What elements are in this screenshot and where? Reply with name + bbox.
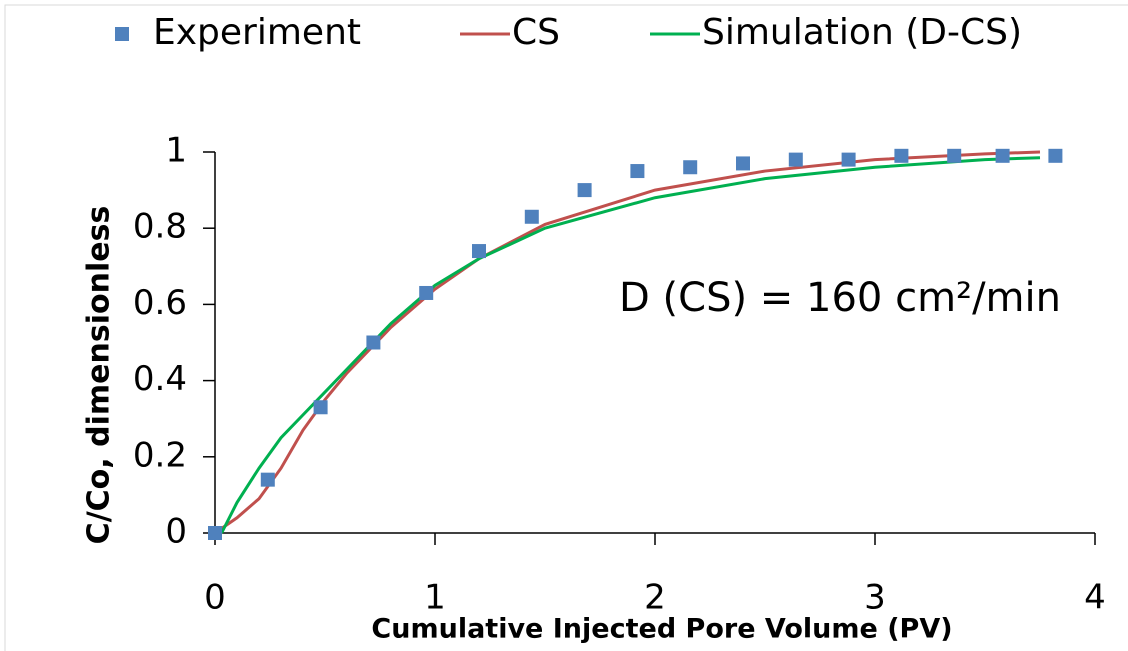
data-point <box>419 285 434 300</box>
legend-label: Experiment <box>153 12 361 53</box>
data-point <box>472 244 486 259</box>
data-point <box>366 335 381 350</box>
y-tick-label: 0 <box>165 512 187 552</box>
y-tick-label: 0.4 <box>133 359 187 399</box>
series-line <box>220 156 1041 534</box>
data-point <box>995 148 1010 163</box>
y-tick-label: 0.6 <box>133 283 187 323</box>
y-axis-title: C/Co, dimensionless <box>82 206 117 545</box>
legend-label: Simulation (D-CS) <box>702 12 1022 53</box>
legend-marker <box>115 27 129 41</box>
y-tick-label: 0.2 <box>133 435 187 475</box>
data-point <box>577 183 592 198</box>
x-tick-label: 1 <box>424 578 446 618</box>
data-point <box>736 156 750 171</box>
data-point <box>313 400 328 415</box>
x-tick-label: 2 <box>644 578 666 618</box>
data-point <box>208 526 222 540</box>
legend-label: CS <box>512 12 560 53</box>
y-tick-label: 1 <box>165 131 187 171</box>
data-point <box>630 164 645 179</box>
chart-border <box>4 4 1128 651</box>
y-tick-label: 0.8 <box>133 207 187 247</box>
x-tick-label: 4 <box>1084 578 1106 618</box>
x-tick-label: 3 <box>864 578 886 618</box>
annotation: D (CS) = 160 cm²/min <box>619 275 1061 321</box>
data-point <box>260 472 275 487</box>
data-point <box>947 148 962 163</box>
series-line <box>214 150 1041 535</box>
data-point <box>524 209 539 224</box>
data-point <box>841 152 856 167</box>
data-point <box>894 148 909 163</box>
x-axis-title: Cumulative Injected Pore Volume (PV) <box>371 614 952 645</box>
data-point <box>1048 148 1063 163</box>
x-tick-label: 0 <box>204 578 226 618</box>
data-point <box>683 160 698 175</box>
data-point <box>788 152 803 167</box>
